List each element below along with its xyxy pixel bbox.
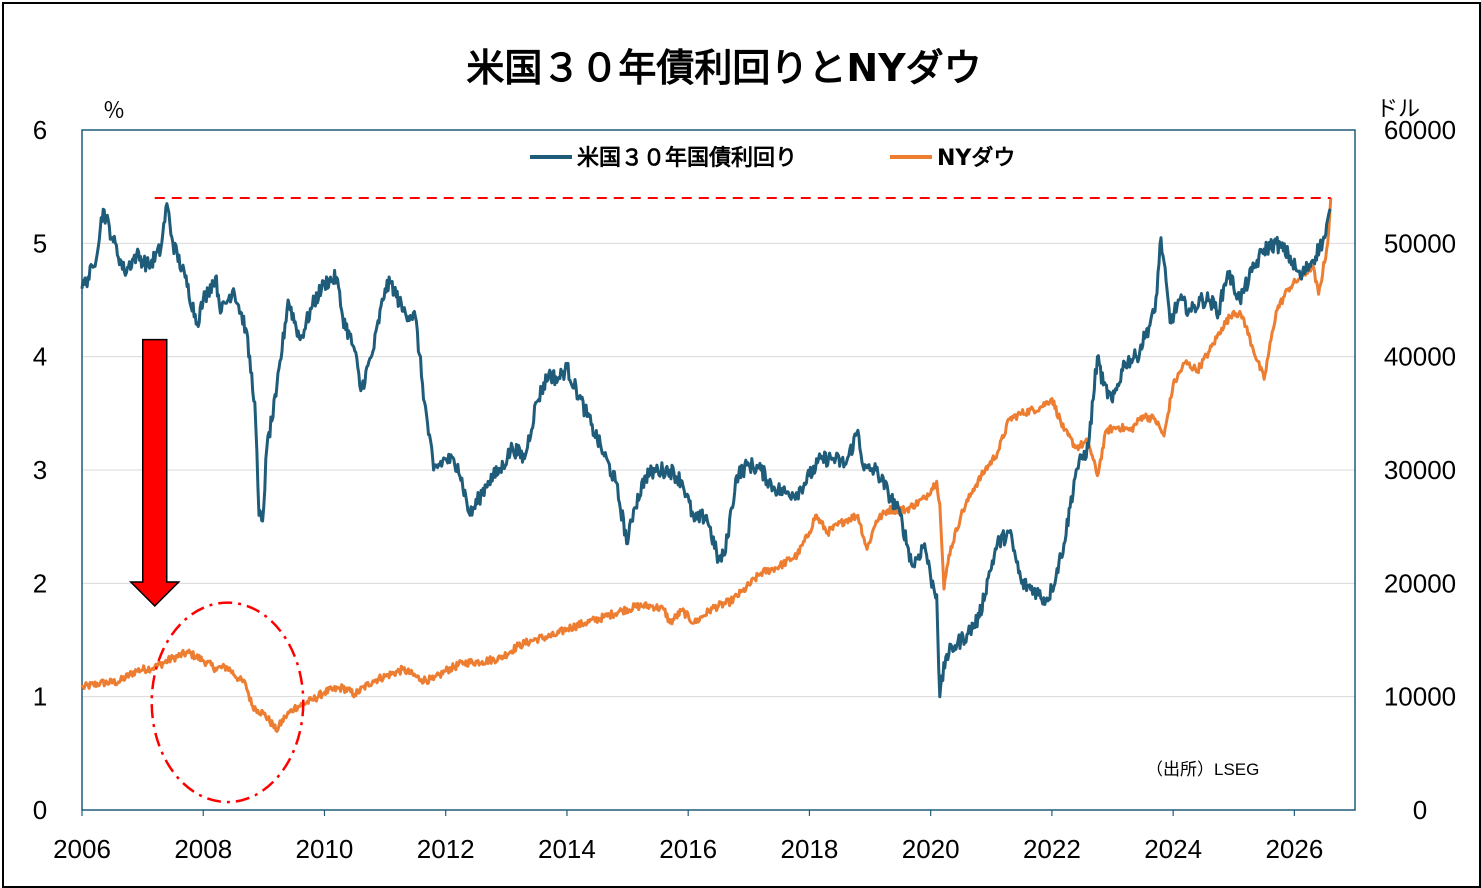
- x-tick-2: 2010: [296, 834, 354, 864]
- y-right-tick-3: 30000: [1384, 455, 1456, 485]
- x-tick-6: 2018: [781, 834, 839, 864]
- y-left-tick-4: 4: [33, 342, 47, 372]
- y-right-tick-2: 20000: [1384, 568, 1456, 598]
- x-tick-7: 2020: [902, 834, 960, 864]
- series-line-dow: [80, 197, 1333, 733]
- x-tick-3: 2012: [417, 834, 475, 864]
- down-arrow: [128, 338, 181, 608]
- plot-area: [81, 129, 1356, 811]
- x-tick-4: 2014: [538, 834, 596, 864]
- y-left-tick-1: 1: [33, 682, 47, 712]
- y-left-tick-6: 6: [33, 115, 47, 145]
- x-tick-10: 2026: [1265, 834, 1323, 864]
- highlight-ellipse: [150, 601, 305, 804]
- gridlines: [82, 129, 1355, 811]
- y-right-tick-labels: 0 10000 20000 30000 40000 50000 60000: [1384, 115, 1456, 825]
- y-left-tick-0: 0: [33, 795, 47, 825]
- legend-label-dow: NYダウ: [937, 145, 1015, 171]
- x-tick-8: 2022: [1023, 834, 1081, 864]
- y-left-tick-3: 3: [33, 455, 47, 485]
- y-right-tick-6: 60000: [1384, 115, 1456, 145]
- x-tick-labels: 2006 2008 2010 2012 2014 2016 2018 2020 2022 2024…: [53, 810, 1323, 864]
- source-note: （出所）LSEG: [1146, 760, 1259, 779]
- y-right-tick-5: 50000: [1384, 228, 1456, 258]
- series-layer: [80, 197, 1333, 733]
- y-right-unit: ドル: [1376, 96, 1420, 121]
- x-tick-9: 2024: [1144, 834, 1202, 864]
- legend-label-yield: 米国３０年国債利回り: [577, 145, 797, 171]
- y-right-tick-0: 0: [1413, 795, 1427, 825]
- y-right-tick-1: 10000: [1384, 682, 1456, 712]
- series-line-yield: [80, 202, 1332, 699]
- annotations: [128, 197, 1331, 804]
- y-left-tick-labels: 0 1 2 3 4 5 6: [33, 115, 47, 825]
- y-left-unit: ％: [103, 98, 125, 123]
- y-left-tick-5: 5: [33, 228, 47, 258]
- chart-title: 米国３０年債利回りとNYダウ: [466, 46, 981, 90]
- y-right-tick-4: 40000: [1384, 342, 1456, 372]
- legend: 米国３０年国債利回り NYダウ: [530, 145, 1015, 171]
- x-tick-1: 2008: [174, 834, 232, 864]
- y-left-tick-2: 2: [33, 568, 47, 598]
- x-tick-0: 2006: [53, 834, 111, 864]
- x-tick-5: 2016: [659, 834, 717, 864]
